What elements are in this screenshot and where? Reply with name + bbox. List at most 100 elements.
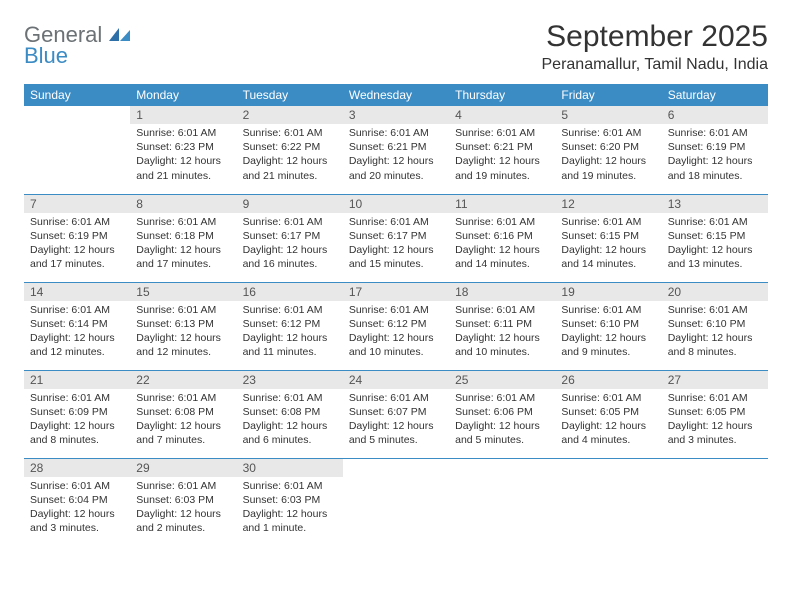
- sunrise-text: Sunrise: 6:01 AM: [136, 126, 230, 140]
- calendar-day-cell: 19Sunrise: 6:01 AMSunset: 6:10 PMDayligh…: [555, 282, 661, 370]
- sunrise-text: Sunrise: 6:01 AM: [136, 479, 230, 493]
- sunrise-text: Sunrise: 6:01 AM: [455, 303, 549, 317]
- daylight-text: Daylight: 12 hours and 17 minutes.: [30, 243, 124, 271]
- sunrise-text: Sunrise: 6:01 AM: [668, 303, 762, 317]
- calendar-day-cell: 23Sunrise: 6:01 AMSunset: 6:08 PMDayligh…: [237, 370, 343, 458]
- calendar-day-cell: 22Sunrise: 6:01 AMSunset: 6:08 PMDayligh…: [130, 370, 236, 458]
- page-header: General Blue September 2025 Peranamallur…: [24, 20, 768, 74]
- sunset-text: Sunset: 6:21 PM: [455, 140, 549, 154]
- sunrise-text: Sunrise: 6:01 AM: [668, 126, 762, 140]
- day-info: Sunrise: 6:01 AMSunset: 6:06 PMDaylight:…: [449, 389, 555, 452]
- calendar-day-cell: 8Sunrise: 6:01 AMSunset: 6:18 PMDaylight…: [130, 194, 236, 282]
- day-number: 11: [449, 195, 555, 213]
- daylight-text: Daylight: 12 hours and 15 minutes.: [349, 243, 443, 271]
- calendar-day-cell: 4Sunrise: 6:01 AMSunset: 6:21 PMDaylight…: [449, 106, 555, 194]
- sunrise-text: Sunrise: 6:01 AM: [30, 303, 124, 317]
- calendar-day-cell: 7Sunrise: 6:01 AMSunset: 6:19 PMDaylight…: [24, 194, 130, 282]
- day-info: Sunrise: 6:01 AMSunset: 6:15 PMDaylight:…: [555, 213, 661, 276]
- sunset-text: Sunset: 6:19 PM: [30, 229, 124, 243]
- day-number: 6: [662, 106, 768, 124]
- sunset-text: Sunset: 6:05 PM: [668, 405, 762, 419]
- sunset-text: Sunset: 6:17 PM: [243, 229, 337, 243]
- calendar-day-cell: [662, 458, 768, 546]
- day-info: Sunrise: 6:01 AMSunset: 6:18 PMDaylight:…: [130, 213, 236, 276]
- calendar-day-cell: 18Sunrise: 6:01 AMSunset: 6:11 PMDayligh…: [449, 282, 555, 370]
- sunrise-text: Sunrise: 6:01 AM: [349, 126, 443, 140]
- day-info: Sunrise: 6:01 AMSunset: 6:17 PMDaylight:…: [237, 213, 343, 276]
- daylight-text: Daylight: 12 hours and 11 minutes.: [243, 331, 337, 359]
- day-info: Sunrise: 6:01 AMSunset: 6:16 PMDaylight:…: [449, 213, 555, 276]
- calendar-day-cell: 29Sunrise: 6:01 AMSunset: 6:03 PMDayligh…: [130, 458, 236, 546]
- sunset-text: Sunset: 6:22 PM: [243, 140, 337, 154]
- day-number: 28: [24, 459, 130, 477]
- sunrise-text: Sunrise: 6:01 AM: [243, 303, 337, 317]
- day-info: Sunrise: 6:01 AMSunset: 6:05 PMDaylight:…: [555, 389, 661, 452]
- day-info: Sunrise: 6:01 AMSunset: 6:15 PMDaylight:…: [662, 213, 768, 276]
- sunset-text: Sunset: 6:11 PM: [455, 317, 549, 331]
- sunrise-text: Sunrise: 6:01 AM: [243, 215, 337, 229]
- calendar-day-cell: 5Sunrise: 6:01 AMSunset: 6:20 PMDaylight…: [555, 106, 661, 194]
- weekday-header: Friday: [555, 84, 661, 106]
- sunrise-text: Sunrise: 6:01 AM: [30, 479, 124, 493]
- day-info: Sunrise: 6:01 AMSunset: 6:12 PMDaylight:…: [237, 301, 343, 364]
- sunset-text: Sunset: 6:09 PM: [30, 405, 124, 419]
- calendar-week-row: 21Sunrise: 6:01 AMSunset: 6:09 PMDayligh…: [24, 370, 768, 458]
- calendar-day-cell: 2Sunrise: 6:01 AMSunset: 6:22 PMDaylight…: [237, 106, 343, 194]
- day-info: Sunrise: 6:01 AMSunset: 6:19 PMDaylight:…: [24, 213, 130, 276]
- daylight-text: Daylight: 12 hours and 1 minute.: [243, 507, 337, 535]
- calendar-day-cell: 14Sunrise: 6:01 AMSunset: 6:14 PMDayligh…: [24, 282, 130, 370]
- day-info: Sunrise: 6:01 AMSunset: 6:03 PMDaylight:…: [237, 477, 343, 540]
- sunset-text: Sunset: 6:15 PM: [668, 229, 762, 243]
- daylight-text: Daylight: 12 hours and 19 minutes.: [455, 154, 549, 182]
- daylight-text: Daylight: 12 hours and 14 minutes.: [561, 243, 655, 271]
- calendar-day-cell: 11Sunrise: 6:01 AMSunset: 6:16 PMDayligh…: [449, 194, 555, 282]
- calendar-day-cell: 15Sunrise: 6:01 AMSunset: 6:13 PMDayligh…: [130, 282, 236, 370]
- sunset-text: Sunset: 6:03 PM: [136, 493, 230, 507]
- calendar-day-cell: 30Sunrise: 6:01 AMSunset: 6:03 PMDayligh…: [237, 458, 343, 546]
- day-number: 17: [343, 283, 449, 301]
- day-number: 2: [237, 106, 343, 124]
- calendar-day-cell: 26Sunrise: 6:01 AMSunset: 6:05 PMDayligh…: [555, 370, 661, 458]
- logo: General Blue: [24, 24, 131, 67]
- sunset-text: Sunset: 6:10 PM: [561, 317, 655, 331]
- sunset-text: Sunset: 6:21 PM: [349, 140, 443, 154]
- sunset-text: Sunset: 6:13 PM: [136, 317, 230, 331]
- day-number: 15: [130, 283, 236, 301]
- day-info: Sunrise: 6:01 AMSunset: 6:14 PMDaylight:…: [24, 301, 130, 364]
- day-number: 19: [555, 283, 661, 301]
- day-number: 30: [237, 459, 343, 477]
- day-number: 23: [237, 371, 343, 389]
- calendar-day-cell: [343, 458, 449, 546]
- day-number: 22: [130, 371, 236, 389]
- calendar-day-cell: 24Sunrise: 6:01 AMSunset: 6:07 PMDayligh…: [343, 370, 449, 458]
- day-info: Sunrise: 6:01 AMSunset: 6:04 PMDaylight:…: [24, 477, 130, 540]
- sunrise-text: Sunrise: 6:01 AM: [349, 215, 443, 229]
- calendar-day-cell: 20Sunrise: 6:01 AMSunset: 6:10 PMDayligh…: [662, 282, 768, 370]
- day-info: Sunrise: 6:01 AMSunset: 6:10 PMDaylight:…: [662, 301, 768, 364]
- calendar-day-cell: 21Sunrise: 6:01 AMSunset: 6:09 PMDayligh…: [24, 370, 130, 458]
- sunset-text: Sunset: 6:07 PM: [349, 405, 443, 419]
- calendar-body: 1Sunrise: 6:01 AMSunset: 6:23 PMDaylight…: [24, 106, 768, 546]
- month-title: September 2025: [542, 20, 769, 54]
- sunrise-text: Sunrise: 6:01 AM: [136, 391, 230, 405]
- daylight-text: Daylight: 12 hours and 2 minutes.: [136, 507, 230, 535]
- calendar-day-cell: 28Sunrise: 6:01 AMSunset: 6:04 PMDayligh…: [24, 458, 130, 546]
- sunrise-text: Sunrise: 6:01 AM: [349, 303, 443, 317]
- sunset-text: Sunset: 6:23 PM: [136, 140, 230, 154]
- sunset-text: Sunset: 6:14 PM: [30, 317, 124, 331]
- day-info: Sunrise: 6:01 AMSunset: 6:09 PMDaylight:…: [24, 389, 130, 452]
- day-number: 14: [24, 283, 130, 301]
- daylight-text: Daylight: 12 hours and 14 minutes.: [455, 243, 549, 271]
- daylight-text: Daylight: 12 hours and 19 minutes.: [561, 154, 655, 182]
- calendar-day-cell: 16Sunrise: 6:01 AMSunset: 6:12 PMDayligh…: [237, 282, 343, 370]
- day-info: Sunrise: 6:01 AMSunset: 6:10 PMDaylight:…: [555, 301, 661, 364]
- sunset-text: Sunset: 6:03 PM: [243, 493, 337, 507]
- daylight-text: Daylight: 12 hours and 21 minutes.: [243, 154, 337, 182]
- logo-sail-icon: [109, 29, 131, 46]
- title-block: September 2025 Peranamallur, Tamil Nadu,…: [542, 20, 769, 74]
- daylight-text: Daylight: 12 hours and 10 minutes.: [349, 331, 443, 359]
- sunrise-text: Sunrise: 6:01 AM: [455, 126, 549, 140]
- day-number: 7: [24, 195, 130, 213]
- calendar-day-cell: 1Sunrise: 6:01 AMSunset: 6:23 PMDaylight…: [130, 106, 236, 194]
- day-number: 8: [130, 195, 236, 213]
